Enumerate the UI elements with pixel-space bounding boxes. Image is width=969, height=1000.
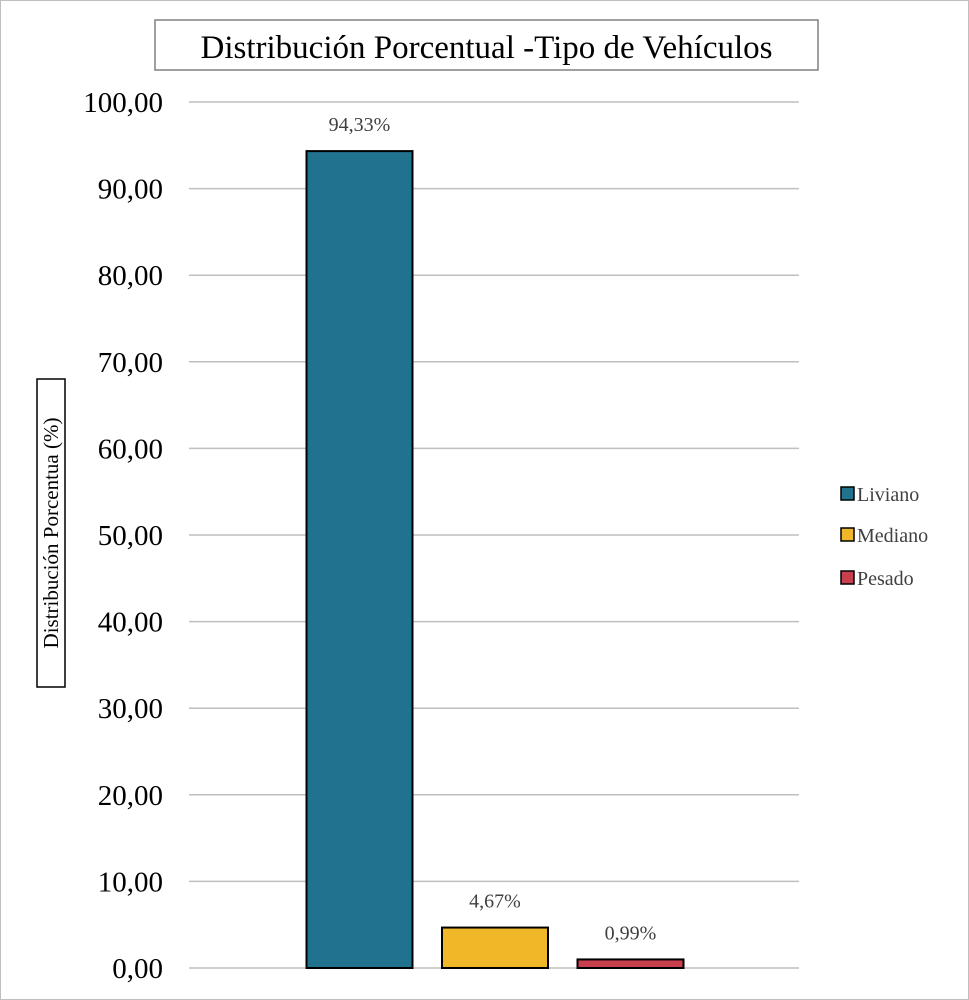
y-axis-label-box — [36, 378, 66, 688]
gridlines — [189, 101, 799, 969]
y-axis-label-group: Distribución Porcentua (%) — [36, 378, 66, 688]
y-axis-tick-labels: 0,00 10,00 20,00 30,00 40,00 50,00 60,00 70,00 8… — [83, 87, 163, 985]
legend-label-mediano: Mediano — [857, 525, 928, 547]
chart-title-box — [154, 19, 819, 71]
y-tick-label: 30,00 — [98, 693, 163, 725]
y-tick-label: 0,00 — [112, 953, 163, 985]
legend-swatch-mediano — [840, 527, 855, 542]
y-tick-label: 10,00 — [98, 866, 163, 898]
legend-swatch-liviano — [840, 486, 855, 501]
bar-mediano — [441, 926, 549, 969]
y-tick-label: 40,00 — [98, 607, 163, 639]
data-label-liviano: 94,33% — [329, 114, 391, 136]
legend-swatch-pesado — [840, 570, 855, 585]
y-tick-label: 60,00 — [98, 433, 163, 465]
y-tick-label: 80,00 — [98, 260, 163, 292]
legend-label-pesado: Pesado — [857, 568, 914, 590]
y-tick-label: 50,00 — [98, 520, 163, 552]
bars — [305, 150, 685, 970]
data-labels: 94,33% 4,67% 0,99% — [329, 114, 657, 944]
bar-pesado — [576, 958, 685, 969]
y-tick-label: 20,00 — [98, 780, 163, 812]
y-tick-label: 70,00 — [98, 347, 163, 379]
legend-label-liviano: Liviano — [857, 484, 919, 506]
data-label-pesado: 0,99% — [605, 922, 657, 944]
y-tick-label: 90,00 — [98, 174, 163, 206]
y-axis-label: Distribución Porcentua (%) — [39, 418, 63, 649]
y-tick-label: 100,00 — [83, 87, 163, 119]
legend: Liviano Mediano Pesado — [840, 484, 928, 590]
data-label-mediano: 4,67% — [469, 891, 521, 913]
chart-title: Distribución Porcentual -Tipo de Vehícul… — [201, 30, 773, 66]
bar-liviano — [305, 150, 414, 970]
